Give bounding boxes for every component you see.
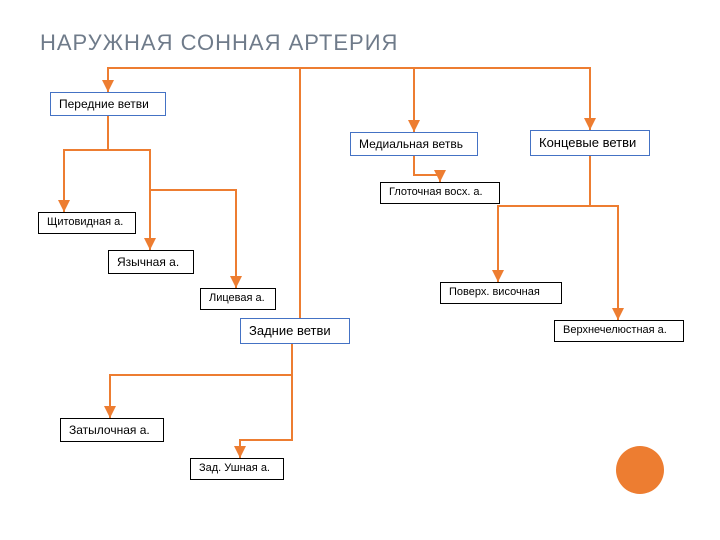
page-title: Наружная сонная артерия bbox=[40, 30, 398, 56]
node-zadnie: Задние ветви bbox=[240, 318, 350, 344]
node-koncevye: Концевые ветви bbox=[530, 130, 650, 156]
node-poverh: Поверх. височная bbox=[440, 282, 562, 304]
node-licevaya: Лицевая а. bbox=[200, 288, 276, 310]
node-zadush: Зад. Ушная а. bbox=[190, 458, 284, 480]
node-perednie: Передние ветви bbox=[50, 92, 166, 116]
accent-circle bbox=[616, 446, 664, 494]
node-verhneche: Верхнечелюстная а. bbox=[554, 320, 684, 342]
node-medial: Медиальная ветвь bbox=[350, 132, 478, 156]
node-yazych: Язычная а. bbox=[108, 250, 194, 274]
node-glotoch: Глоточная восх. а. bbox=[380, 182, 500, 204]
node-zatyloch: Затылочная а. bbox=[60, 418, 164, 442]
node-shchito: Щитовидная а. bbox=[38, 212, 136, 234]
